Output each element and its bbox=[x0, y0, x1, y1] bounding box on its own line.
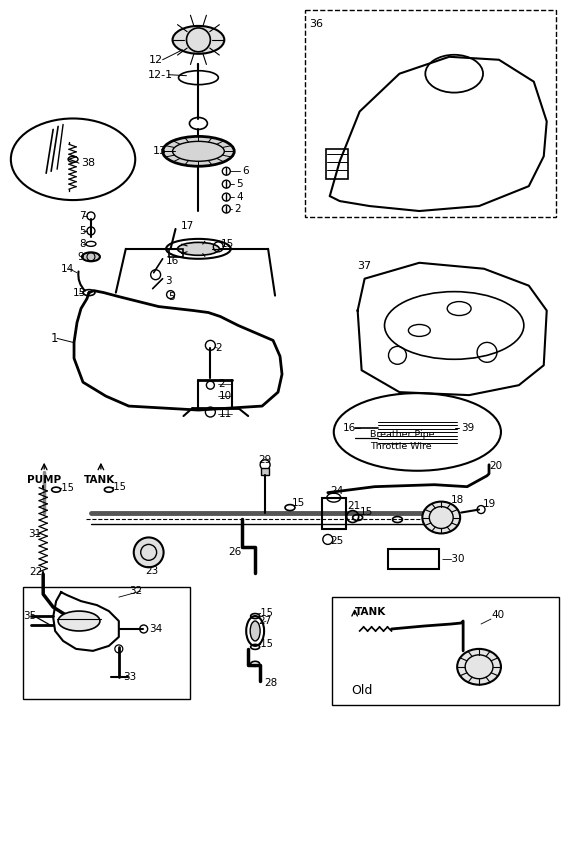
Text: 14: 14 bbox=[61, 264, 74, 274]
Text: 33: 33 bbox=[123, 672, 136, 682]
Text: 27: 27 bbox=[258, 616, 271, 626]
Text: 37: 37 bbox=[358, 261, 372, 271]
Ellipse shape bbox=[82, 253, 100, 261]
Text: 38: 38 bbox=[81, 158, 95, 168]
Text: 15: 15 bbox=[220, 239, 233, 249]
Text: 7: 7 bbox=[79, 211, 86, 221]
Text: 40: 40 bbox=[491, 610, 504, 620]
Circle shape bbox=[134, 537, 164, 568]
Text: 6: 6 bbox=[242, 166, 249, 176]
Text: PUMP: PUMP bbox=[27, 475, 61, 485]
Text: 13: 13 bbox=[153, 147, 166, 157]
Text: 17: 17 bbox=[181, 221, 194, 231]
Ellipse shape bbox=[457, 649, 501, 685]
Bar bbox=[305, 10, 555, 217]
Text: 25: 25 bbox=[330, 536, 343, 546]
Text: 16: 16 bbox=[343, 423, 356, 433]
Text: 11: 11 bbox=[219, 409, 232, 419]
Text: 16: 16 bbox=[165, 256, 179, 266]
Text: -15: -15 bbox=[257, 639, 273, 649]
Text: 31: 31 bbox=[28, 530, 42, 540]
Text: Breather Pipe: Breather Pipe bbox=[370, 430, 434, 440]
Ellipse shape bbox=[58, 611, 100, 631]
Text: 15: 15 bbox=[73, 288, 86, 297]
Text: 5: 5 bbox=[79, 226, 86, 236]
Text: 5: 5 bbox=[236, 179, 243, 189]
Text: 12-1: 12-1 bbox=[148, 70, 173, 80]
Text: 2: 2 bbox=[215, 344, 222, 354]
Text: 2: 2 bbox=[219, 379, 225, 389]
Text: 21: 21 bbox=[348, 501, 361, 510]
Text: -15: -15 bbox=[257, 608, 273, 618]
Text: TANK: TANK bbox=[355, 607, 386, 617]
Text: 32: 32 bbox=[129, 586, 142, 596]
Ellipse shape bbox=[162, 136, 235, 166]
Text: 12: 12 bbox=[149, 55, 163, 65]
Ellipse shape bbox=[422, 502, 460, 534]
Text: 3: 3 bbox=[165, 275, 172, 285]
Text: 28: 28 bbox=[264, 678, 277, 688]
Text: 39: 39 bbox=[461, 423, 474, 433]
Text: -15: -15 bbox=[58, 482, 74, 493]
Text: 9: 9 bbox=[77, 252, 84, 262]
Text: 24: 24 bbox=[330, 486, 343, 496]
Text: -15: -15 bbox=[111, 482, 127, 492]
Text: 36: 36 bbox=[309, 19, 323, 29]
Text: 20: 20 bbox=[489, 461, 502, 471]
Bar bbox=[261, 468, 269, 475]
Ellipse shape bbox=[173, 26, 224, 54]
Bar bbox=[332, 597, 559, 705]
Text: 35: 35 bbox=[23, 611, 37, 621]
Text: 19: 19 bbox=[483, 498, 496, 509]
Text: 10: 10 bbox=[219, 392, 232, 401]
Text: 15: 15 bbox=[360, 507, 373, 516]
Text: 5: 5 bbox=[169, 291, 175, 301]
Text: Throttle Wire: Throttle Wire bbox=[370, 442, 431, 451]
Bar bbox=[326, 149, 348, 179]
Text: 1: 1 bbox=[51, 332, 59, 345]
Text: TANK: TANK bbox=[84, 475, 115, 485]
Text: 8: 8 bbox=[79, 239, 86, 249]
Bar bbox=[387, 549, 439, 569]
Bar bbox=[169, 249, 182, 257]
Text: 29: 29 bbox=[258, 455, 271, 465]
Text: —30: —30 bbox=[441, 554, 464, 564]
Text: Old: Old bbox=[352, 685, 373, 697]
Text: 26: 26 bbox=[228, 547, 241, 557]
Ellipse shape bbox=[250, 621, 260, 641]
Text: 23: 23 bbox=[146, 567, 159, 576]
Bar bbox=[23, 587, 190, 699]
Ellipse shape bbox=[177, 242, 219, 255]
Text: 2: 2 bbox=[235, 204, 241, 214]
Text: 22: 22 bbox=[29, 568, 42, 578]
Text: 15: 15 bbox=[292, 498, 305, 508]
Text: 34: 34 bbox=[149, 624, 162, 634]
Text: 18: 18 bbox=[451, 494, 464, 504]
Text: 4: 4 bbox=[236, 192, 243, 202]
Bar bbox=[322, 498, 345, 530]
